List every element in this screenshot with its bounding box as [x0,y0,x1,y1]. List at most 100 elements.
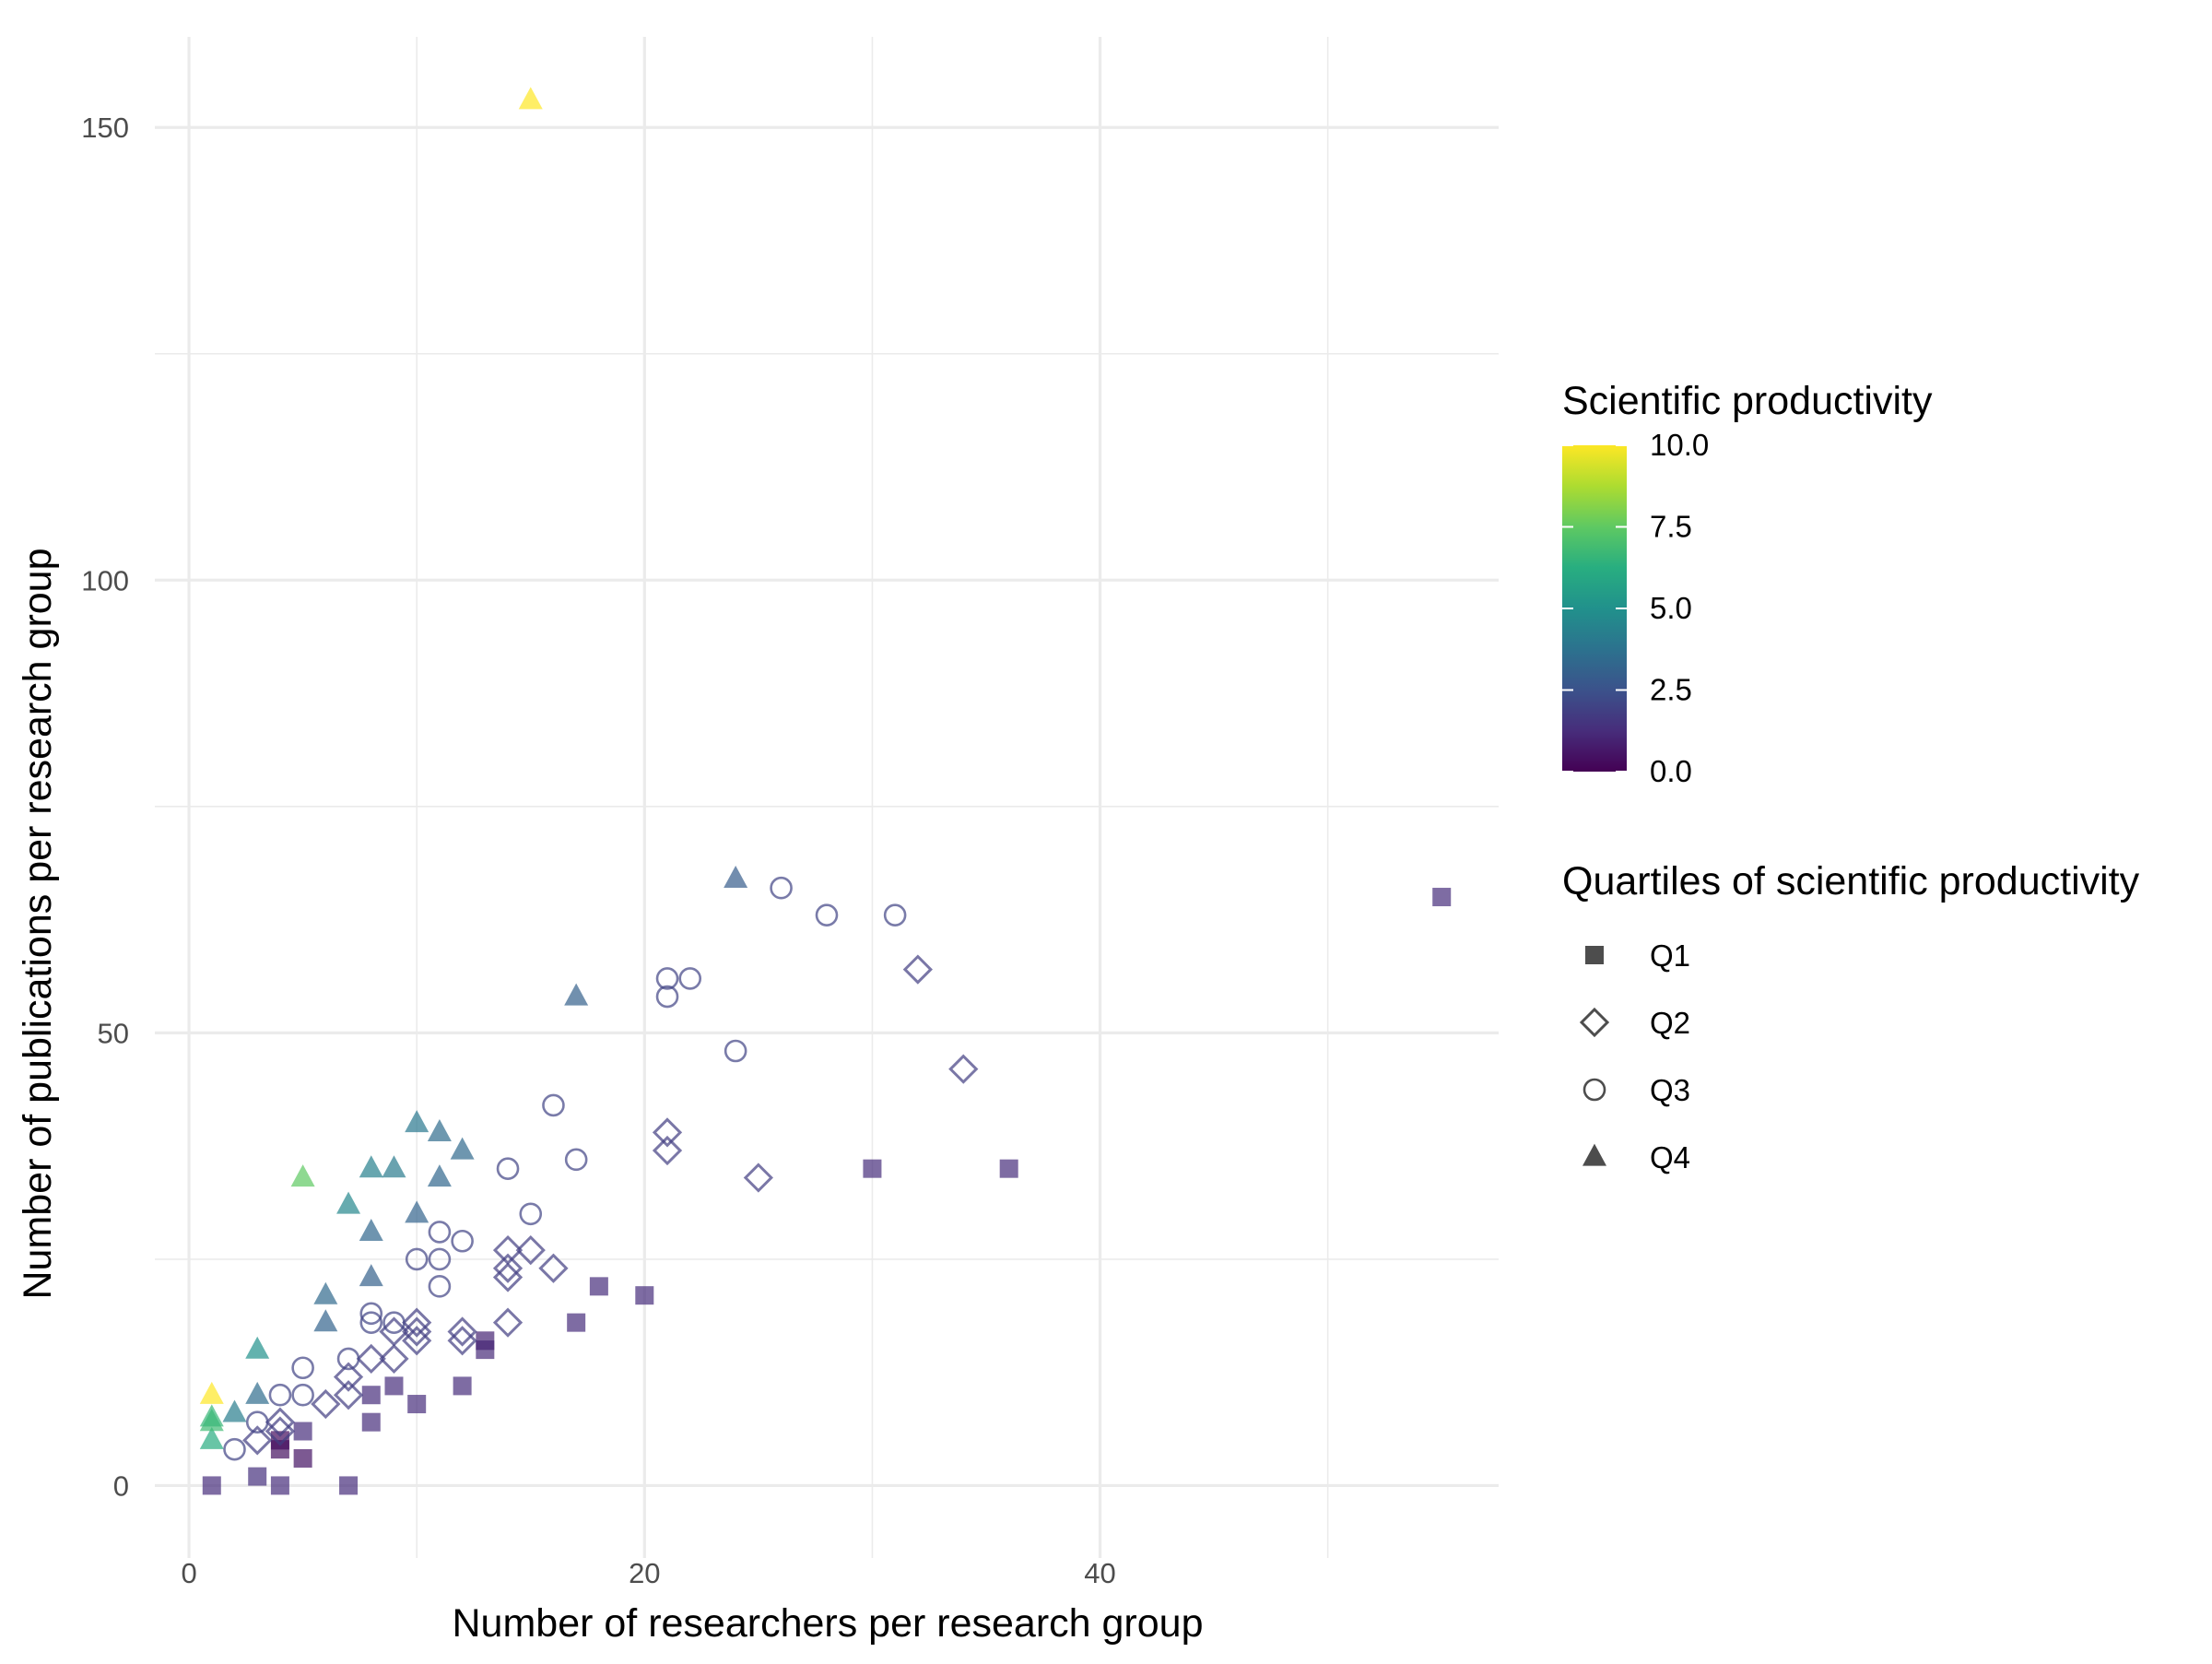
data-point-q4 [518,87,543,110]
data-point-q1 [567,1313,586,1332]
data-point-q4 [336,1191,361,1214]
data-point-q4 [564,983,589,1006]
data-point-q2 [311,1388,341,1420]
data-point-q1 [863,1159,882,1178]
data-point-q3 [359,1302,383,1326]
legend-key-q3 [1583,1078,1606,1102]
data-point-q3 [405,1247,429,1271]
data-point-q1 [476,1331,495,1351]
data-point-q3 [245,1410,269,1434]
data-point-q2 [333,1362,364,1392]
data-point-q4 [245,1336,270,1359]
data-point-q2 [447,1326,477,1356]
data-point-q4 [199,1426,224,1449]
data-point-q2 [538,1253,569,1283]
data-point-q2 [515,1234,546,1266]
data-point-q4 [405,1110,429,1133]
data-point-q4 [450,1137,475,1160]
shape-legend-entries: Q1 Q2 Q3 Q4 [1579,938,1690,1174]
legend-key-q1 [1585,946,1604,964]
data-point-q4 [313,1309,338,1332]
data-point-q3 [382,1311,406,1334]
shape-legend: Quartiles of scientific productivity Q1 Q… [1562,859,2140,1174]
data-point-q3 [542,1093,565,1117]
legend-label-q4: Q4 [1650,1140,1690,1174]
data-point-q1 [293,1422,312,1441]
legend-label-q1: Q1 [1650,938,1690,973]
data-point-q1 [1432,888,1452,907]
data-point-q3 [428,1221,452,1244]
data-point-q1 [999,1159,1018,1178]
grid [155,37,1499,1558]
data-point-q2 [492,1253,524,1283]
colorbar-tick-label: 2.5 [1650,673,1692,707]
data-point-q2 [492,1262,524,1292]
data-point-q3 [678,967,702,990]
data-point-q2 [333,1380,364,1410]
data-point-q3 [451,1229,474,1253]
shape-legend-title: Quartiles of scientific productivity [1562,859,2140,903]
colorbar-tick-label: 7.5 [1650,510,1692,544]
data-point-q3 [883,903,907,926]
data-point-q4 [359,1219,383,1242]
data-point-q1 [589,1277,608,1296]
data-point-q1 [384,1376,404,1396]
x-axis-ticks: 0 20 40 [181,1557,1115,1589]
data-point-q4 [359,1264,383,1287]
data-point-q1 [270,1476,289,1495]
data-point-q2 [492,1307,524,1338]
x-axis-title: Number of researchers per research group [453,1601,1204,1646]
data-point-q4 [245,1381,270,1404]
data-point-q1 [361,1386,381,1405]
data-point-q4 [427,1118,452,1141]
x-tick-label: 20 [629,1557,660,1589]
data-point-q2 [652,1135,683,1166]
colorbar-legend: Scientific productivity 0.0 2.5 5.0 7.5 10.0 [1562,379,1933,788]
y-tick-label: 0 [113,1469,129,1502]
data-point-q4 [222,1399,247,1422]
data-points [199,87,1452,1495]
data-point-q4 [382,1155,406,1178]
data-point-q2 [652,1117,683,1148]
data-point-q3 [655,985,679,1009]
data-point-q2 [356,1343,386,1375]
data-point-q4 [313,1281,338,1304]
data-point-q3 [519,1202,543,1226]
colorbar-tick-label: 10.0 [1650,428,1709,462]
data-point-q4 [724,865,748,888]
colorbar-tick-label: 0.0 [1650,754,1692,788]
data-point-q4 [359,1155,383,1178]
data-point-q2 [402,1307,432,1338]
colorbar-title: Scientific productivity [1562,379,1933,423]
data-point-q3 [564,1148,588,1172]
y-axis-ticks: 0 50 100 150 [81,112,129,1502]
data-point-q3 [655,967,679,990]
legend-key-q4 [1583,1143,1606,1166]
data-point-q1 [407,1395,427,1414]
data-point-q2 [242,1425,273,1456]
data-point-q3 [815,903,839,926]
data-point-q3 [496,1157,520,1180]
colorbar-tick-label: 5.0 [1650,591,1692,625]
data-point-q3 [336,1347,360,1371]
data-point-q1 [202,1476,221,1495]
x-tick-label: 40 [1084,1557,1115,1589]
data-point-q1 [248,1467,267,1486]
y-tick-label: 100 [81,564,129,596]
data-point-q3 [359,1311,383,1334]
data-point-q2 [948,1054,979,1084]
data-point-q2 [379,1343,409,1375]
data-point-q1 [361,1412,381,1432]
data-point-q4 [405,1200,429,1223]
data-point-q4 [199,1381,224,1404]
data-point-q2 [265,1407,296,1437]
data-point-q2 [265,1416,296,1446]
data-point-q1 [293,1448,312,1468]
data-point-q4 [427,1164,452,1187]
y-tick-label: 150 [81,112,129,144]
data-point-q4 [199,1404,224,1427]
x-tick-label: 0 [181,1557,196,1589]
legend-label-q2: Q2 [1650,1006,1690,1040]
data-point-q3 [428,1247,452,1271]
